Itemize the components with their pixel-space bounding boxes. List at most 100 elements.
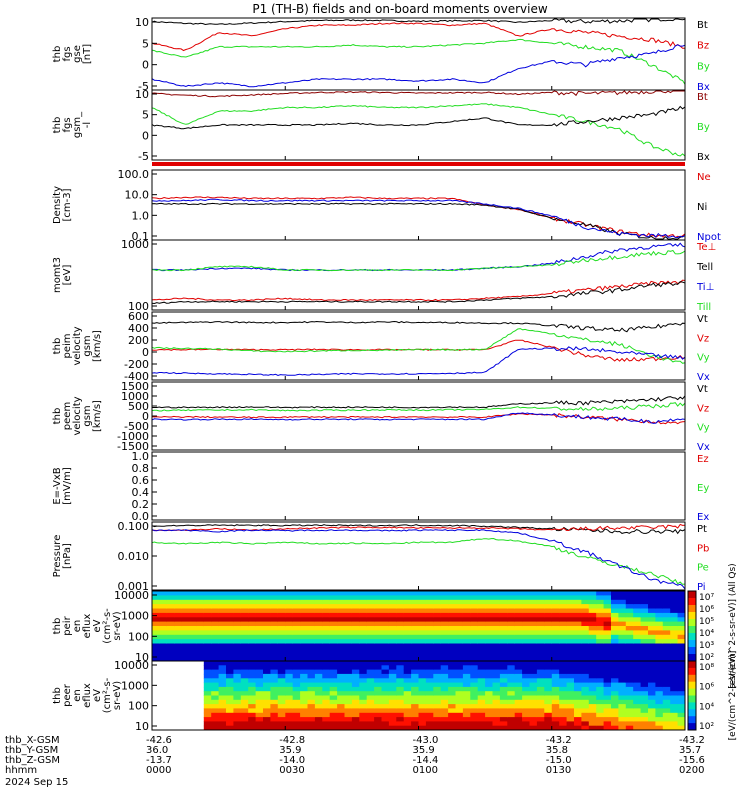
spectrogram-cell bbox=[226, 721, 234, 727]
colorbar-label: [eV/(cm^2-s-sr-eV)] (All Qs) bbox=[728, 563, 738, 688]
spectrogram-cell bbox=[633, 704, 642, 709]
spectrogram-cell bbox=[270, 712, 279, 718]
spectrogram-cell bbox=[566, 669, 575, 675]
axis-row-value: 0000 bbox=[146, 765, 171, 776]
spectrogram-cell bbox=[662, 591, 671, 596]
spectrogram-cell bbox=[455, 691, 464, 696]
spectrogram-cell bbox=[662, 673, 671, 679]
spectrogram-cell bbox=[611, 621, 619, 627]
spectrogram-cell bbox=[218, 621, 227, 627]
spectrogram-cell bbox=[152, 630, 160, 636]
spectrogram-cell bbox=[374, 712, 382, 718]
spectrogram-cell bbox=[240, 678, 249, 684]
spectrogram-cell bbox=[322, 699, 331, 705]
spectrogram-cell bbox=[329, 643, 338, 649]
y-label-e_field: E=-VxB [mV/m] bbox=[52, 467, 73, 505]
spectrogram-cell bbox=[574, 634, 582, 640]
spectrogram-cell bbox=[263, 682, 271, 688]
spectrogram-cell bbox=[477, 678, 486, 684]
spectrogram-cell bbox=[611, 669, 619, 675]
spectrogram-cell bbox=[366, 604, 375, 609]
spectrogram-cell bbox=[337, 595, 345, 601]
spectrogram-cell bbox=[255, 630, 264, 636]
spectrogram-cell bbox=[574, 691, 582, 696]
spectrogram-cell bbox=[440, 665, 449, 671]
spectrogram-cell bbox=[388, 612, 397, 618]
spectrogram-cell bbox=[233, 678, 242, 684]
spectrogram-cell bbox=[403, 608, 412, 614]
spectrogram-cell bbox=[322, 725, 331, 731]
series-fgs_gse-Bt bbox=[151, 18, 686, 26]
spectrogram-cell bbox=[640, 673, 649, 679]
spectrogram-cell bbox=[574, 617, 582, 623]
spectrogram-cell bbox=[174, 639, 183, 644]
spectrogram-cell bbox=[655, 721, 664, 727]
spectrogram-cell bbox=[292, 617, 301, 623]
spectrogram-cell bbox=[329, 691, 338, 696]
spectrogram-cell bbox=[396, 630, 405, 636]
spectrogram-cell bbox=[388, 678, 397, 684]
spectrogram-cell bbox=[633, 621, 642, 627]
spectrogram-cell bbox=[411, 695, 419, 701]
spectrogram-cell bbox=[640, 656, 649, 662]
spectrogram-cell bbox=[507, 621, 516, 627]
spectrogram-cell bbox=[625, 669, 634, 675]
spectrogram-cell bbox=[381, 691, 390, 696]
spectrogram-cell bbox=[485, 665, 493, 671]
spectrogram-cell bbox=[551, 712, 560, 718]
spectrogram-cell bbox=[396, 699, 405, 705]
spectrogram-cell bbox=[359, 708, 368, 714]
spectrogram-cell bbox=[255, 708, 264, 714]
spectrogram-cell bbox=[448, 595, 456, 601]
spectrogram-cell bbox=[581, 595, 590, 601]
spectrogram-cell bbox=[529, 639, 538, 644]
spectrogram-cell bbox=[388, 643, 397, 649]
spectrogram-cell bbox=[240, 604, 249, 609]
spectrogram-cell bbox=[648, 708, 656, 714]
spectrogram-cell bbox=[359, 665, 368, 671]
spectrogram-cell bbox=[448, 669, 456, 675]
colorbar-segment bbox=[688, 605, 696, 613]
spectrogram-cell bbox=[255, 621, 264, 627]
spectrogram-cell bbox=[485, 695, 493, 701]
spectrogram-cell bbox=[670, 595, 679, 601]
spectrogram-cell bbox=[248, 639, 257, 644]
spectrogram-cell bbox=[248, 721, 257, 727]
spectrogram-cell bbox=[618, 721, 627, 727]
spectrogram-cell bbox=[344, 695, 353, 701]
spectrogram-cell bbox=[640, 708, 649, 714]
spectrogram-cell bbox=[314, 725, 323, 731]
spectrogram-cell bbox=[625, 661, 634, 666]
spectrogram-cell bbox=[633, 626, 642, 631]
spectrogram-cell bbox=[388, 708, 397, 714]
spectrogram-cell bbox=[381, 708, 390, 714]
spectrogram-cell bbox=[477, 665, 486, 671]
spectrogram-cell bbox=[196, 656, 205, 662]
spectrogram-cell bbox=[226, 626, 234, 631]
spectrogram-cell bbox=[189, 608, 197, 614]
spectrogram-cell bbox=[366, 678, 375, 684]
spectrogram-cell bbox=[596, 661, 605, 666]
spectrogram-cell bbox=[396, 717, 405, 722]
y-label-line: gse bbox=[72, 45, 83, 63]
spectrogram-cell bbox=[640, 686, 649, 692]
spectrogram-cell bbox=[522, 604, 530, 609]
spectrogram-cell bbox=[551, 591, 560, 596]
spectrogram-cell bbox=[381, 630, 390, 636]
spectrogram-cell bbox=[403, 652, 412, 658]
spectrogram-cell bbox=[411, 661, 419, 666]
spectrogram-cell bbox=[477, 647, 486, 653]
spectrogram-cell bbox=[314, 695, 323, 701]
spectrogram-cell bbox=[374, 608, 382, 614]
spectrogram-cell bbox=[300, 630, 308, 636]
spectrogram-cell bbox=[485, 599, 493, 605]
spectrogram-cell bbox=[359, 686, 368, 692]
spectrogram-cell bbox=[166, 617, 175, 623]
spectrogram-cell bbox=[529, 704, 538, 709]
spectrogram-cell bbox=[470, 656, 479, 662]
spectrogram-cell bbox=[403, 591, 412, 596]
y-tick-label: 1000 bbox=[121, 390, 149, 403]
spectrogram-cell bbox=[529, 647, 538, 653]
spectrogram-cell bbox=[670, 617, 679, 623]
